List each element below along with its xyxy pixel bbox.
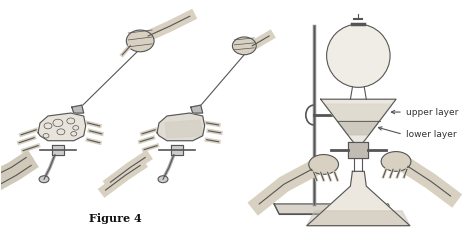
Polygon shape <box>321 99 396 148</box>
Polygon shape <box>307 211 410 226</box>
Polygon shape <box>348 142 368 158</box>
Polygon shape <box>171 145 183 154</box>
Ellipse shape <box>39 176 49 183</box>
Polygon shape <box>324 104 392 121</box>
Polygon shape <box>157 113 205 141</box>
Polygon shape <box>337 121 380 135</box>
Polygon shape <box>274 204 393 214</box>
Ellipse shape <box>327 24 390 87</box>
Text: Figure 4: Figure 4 <box>89 213 142 224</box>
Polygon shape <box>165 120 203 138</box>
Ellipse shape <box>158 176 168 183</box>
Ellipse shape <box>381 152 411 171</box>
Polygon shape <box>307 171 410 226</box>
Polygon shape <box>52 145 64 154</box>
Text: lower layer: lower layer <box>406 130 456 139</box>
Polygon shape <box>191 105 203 113</box>
Text: upper layer: upper layer <box>406 108 458 116</box>
Ellipse shape <box>127 30 154 52</box>
Text: Figure 5: Figure 5 <box>327 213 380 224</box>
Polygon shape <box>72 105 84 113</box>
Polygon shape <box>38 113 86 141</box>
Ellipse shape <box>232 37 256 55</box>
Ellipse shape <box>309 154 338 174</box>
